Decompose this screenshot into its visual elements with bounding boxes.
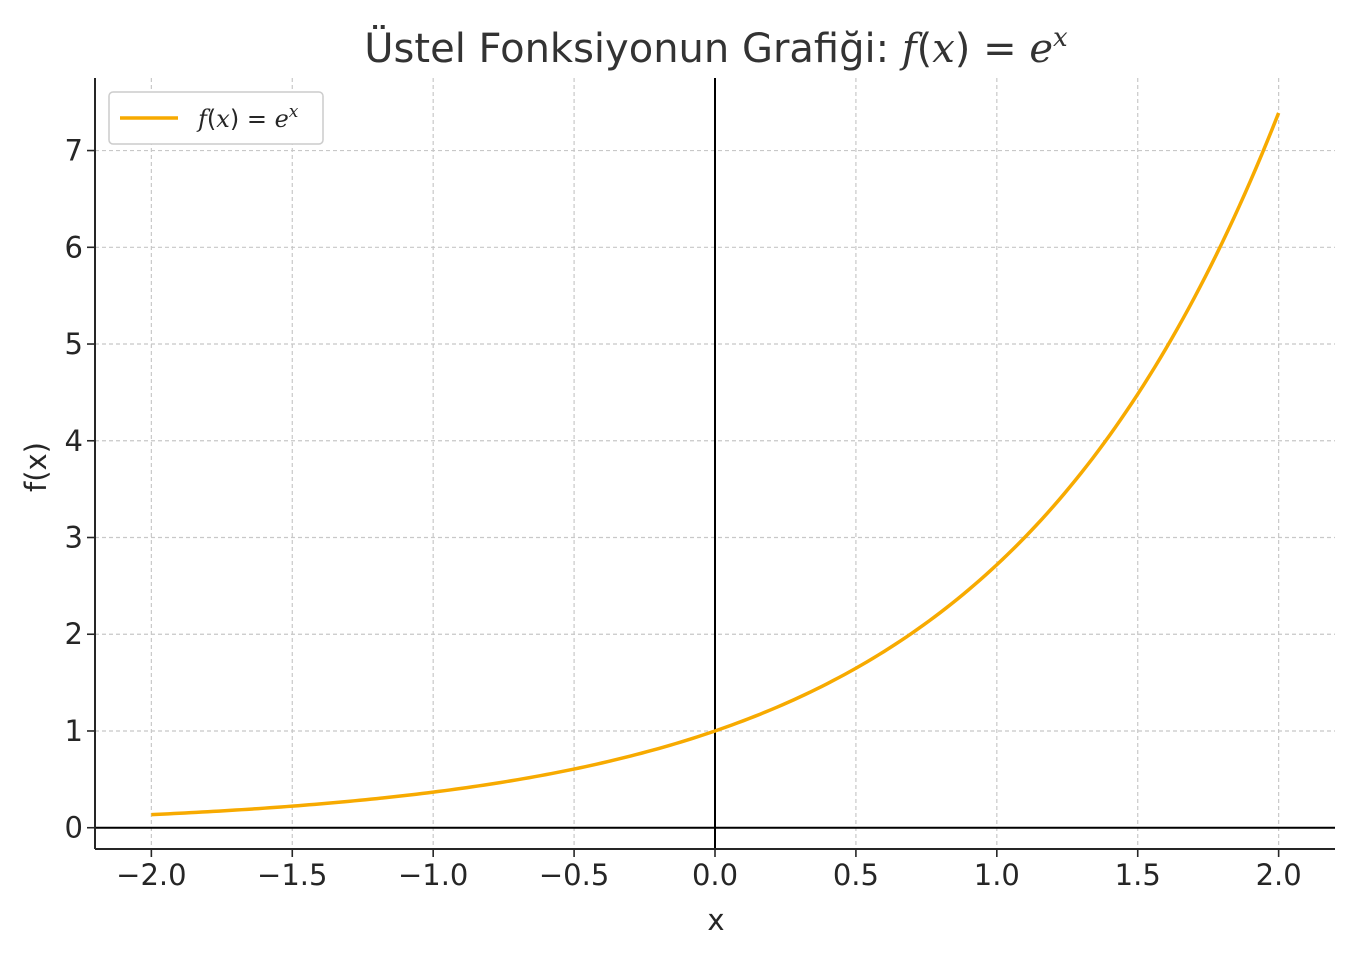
legend-math-e: e xyxy=(275,105,289,133)
x-tick-label-7: 1.5 xyxy=(1115,858,1161,892)
x-tick-label-2: −1.0 xyxy=(398,858,468,892)
x-tick-label-5: 0.5 xyxy=(833,858,879,892)
legend-label: f(x) = ex xyxy=(196,102,299,133)
x-tick-label-0: −2.0 xyxy=(116,858,186,892)
chart-title-math-x: x xyxy=(932,26,955,72)
chart-title-math-close: ) xyxy=(955,26,971,72)
y-axis-label: f(x) xyxy=(19,442,53,492)
chart-title-math-open: ( xyxy=(917,26,933,72)
legend: f(x) = ex xyxy=(108,91,324,145)
y-tick-label-4: 4 xyxy=(65,424,83,458)
x-tick-label-8: 2.0 xyxy=(1256,858,1302,892)
y-tick-label-3: 3 xyxy=(65,521,83,555)
y-tick-label-2: 2 xyxy=(65,617,83,651)
y-tick-label-1: 1 xyxy=(65,714,83,748)
legend-box xyxy=(108,91,324,145)
chart-title: Üstel Fonksiyonun Grafiği: f(x) = ex xyxy=(364,23,1068,72)
chart-title-math-e: e xyxy=(1029,26,1053,72)
y-tick-label-0: 0 xyxy=(65,811,83,845)
chart-title-text: Üstel Fonksiyonun Grafiği: xyxy=(364,24,902,72)
x-tick-label-1: −1.5 xyxy=(257,858,327,892)
legend-math-eq: = xyxy=(239,105,274,133)
x-axis-ticks: −2.0 −1.5 −1.0 −0.5 0.0 0.5 1.0 1.5 2.0 xyxy=(116,849,1302,892)
x-axis-label: x xyxy=(707,903,724,937)
x-tick-label-6: 1.0 xyxy=(974,858,1020,892)
reference-lines xyxy=(95,78,1335,849)
x-tick-label-4: 0.0 xyxy=(692,858,738,892)
y-axis-ticks: 0 1 2 3 4 5 6 7 xyxy=(65,134,95,845)
legend-math-x: x xyxy=(216,105,230,133)
y-tick-label-6: 6 xyxy=(65,230,83,264)
chart-title-math-eq: = xyxy=(970,26,1029,72)
x-tick-label-3: −0.5 xyxy=(539,858,609,892)
series-layer xyxy=(151,112,1281,817)
y-tick-label-7: 7 xyxy=(65,134,83,168)
y-tick-label-5: 5 xyxy=(65,327,83,361)
legend-math-close: ) xyxy=(230,105,239,133)
chart-title-math-sup: x xyxy=(1053,23,1068,53)
legend-math-open: ( xyxy=(207,105,216,133)
series-line-0 xyxy=(151,112,1281,817)
legend-math-sup: x xyxy=(289,102,299,122)
